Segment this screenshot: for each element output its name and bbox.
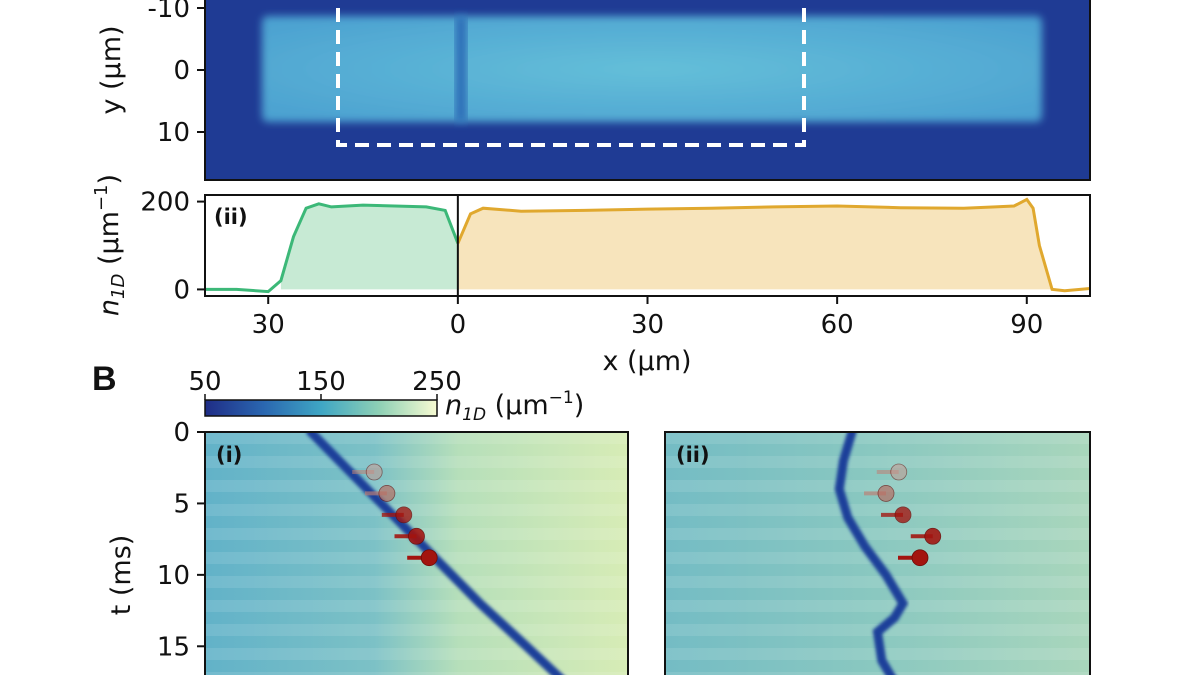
time-tick-label: 10 bbox=[157, 561, 190, 591]
n-subscript: 1D bbox=[108, 274, 129, 299]
colorbar-gradient bbox=[205, 400, 437, 416]
colorbar-tick-label: 150 bbox=[296, 367, 346, 397]
panel-label-a-ii: (ii) bbox=[214, 205, 248, 229]
profile-x-tick-label: 0 bbox=[450, 310, 467, 340]
panel-label-b-i: (i) bbox=[216, 443, 242, 467]
profile-x-tick-label: 30 bbox=[631, 310, 664, 340]
profile-y-ticks: 0 200 bbox=[140, 188, 205, 306]
y-tick-label: 0 bbox=[173, 56, 190, 86]
colorbar-tick-label: 50 bbox=[188, 367, 221, 397]
profile-x-ticks: 30 0 30 60 90 bbox=[252, 296, 1044, 340]
unit-open: (μm bbox=[94, 211, 125, 274]
n-symbol: n bbox=[94, 299, 125, 316]
unit-close: ) bbox=[94, 174, 125, 185]
cbar-unit-close: ) bbox=[574, 390, 585, 421]
y-tick-label: 10 bbox=[157, 118, 190, 148]
time-tick-label: 0 bbox=[173, 418, 190, 448]
marker-dot bbox=[379, 485, 395, 501]
profile-x-tick-label: 30 bbox=[252, 310, 285, 340]
waterfall-i-texture bbox=[205, 432, 628, 675]
panel-label-b-ii: (ii) bbox=[676, 443, 710, 467]
profile-y-tick-label: 200 bbox=[140, 188, 190, 218]
time-axis-title: t (ms) bbox=[106, 535, 137, 616]
colorbar-ticks: 50 150 250 bbox=[188, 367, 461, 400]
barrier-line bbox=[455, 16, 467, 122]
y-tick-label: -10 bbox=[148, 0, 190, 24]
time-axis-ticks: 0 5 10 15 bbox=[157, 418, 205, 662]
colorbar-label: n1D (μm−1) bbox=[445, 388, 584, 425]
profile-y-title: n1D (μm−1) bbox=[91, 174, 129, 316]
cbar-unit-exponent: −1 bbox=[549, 388, 574, 408]
profile-x-tick-label: 90 bbox=[1010, 310, 1043, 340]
waterfall-panel-ii: (ii) bbox=[665, 432, 1090, 675]
left-profile-fill bbox=[281, 204, 458, 290]
marker-dot bbox=[421, 550, 437, 566]
time-tick-label: 5 bbox=[173, 489, 190, 519]
marker-dot bbox=[912, 550, 928, 566]
panel-a-i: y (μm) -10 0 10 bbox=[96, 0, 1090, 180]
marker-dot bbox=[895, 507, 911, 523]
profile-y-tick-label: 0 bbox=[173, 275, 190, 305]
waterfall-panel-i: (i) 0 5 10 15 t (ms) bbox=[106, 418, 628, 675]
profile-x-title: x (μm) bbox=[602, 346, 691, 377]
section-label-b: B bbox=[92, 360, 117, 398]
cbar-n-subscript: 1D bbox=[462, 405, 486, 425]
profile-x-tick-label: 60 bbox=[821, 310, 854, 340]
marker-dot bbox=[925, 528, 941, 544]
unit-exponent: −1 bbox=[91, 184, 112, 211]
marker-dot bbox=[396, 507, 412, 523]
y-axis-title: y (μm) bbox=[96, 25, 127, 114]
density-image-bright-region bbox=[262, 16, 1042, 122]
marker-dot bbox=[878, 485, 894, 501]
time-tick-label: 15 bbox=[157, 632, 190, 662]
marker-dot bbox=[366, 464, 382, 480]
right-profile-fill bbox=[458, 199, 1052, 289]
marker-dot bbox=[891, 464, 907, 480]
panel-a-ii: (ii) 0 200 30 0 30 60 90 n1D (μm−1) x (μm) bbox=[91, 174, 1090, 377]
y-axis-ticks: -10 0 10 bbox=[148, 0, 205, 148]
colorbar: 50 150 250 n1D (μm−1) bbox=[188, 367, 584, 425]
cbar-unit-open: (μm bbox=[486, 390, 549, 421]
marker-dot bbox=[409, 528, 425, 544]
cbar-n-symbol: n bbox=[445, 390, 462, 421]
